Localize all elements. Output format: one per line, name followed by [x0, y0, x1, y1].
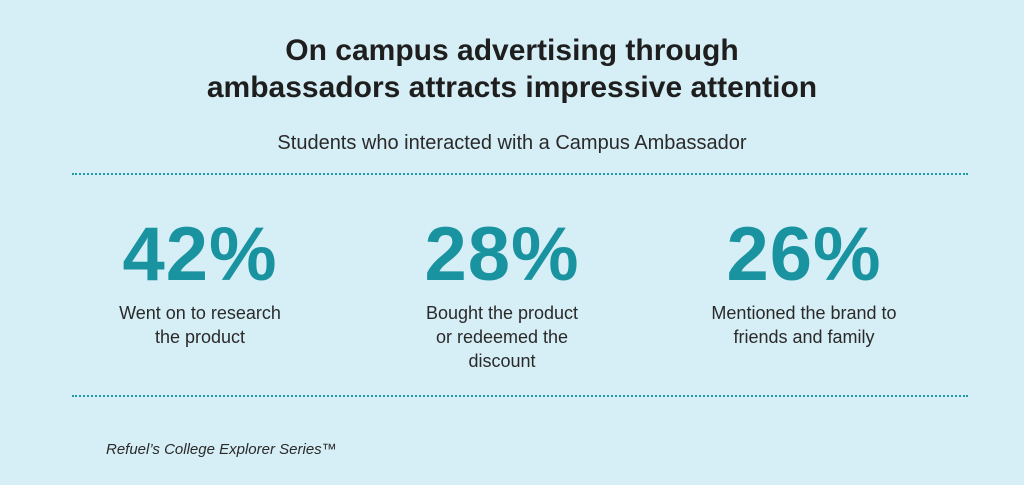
title-line-1: On campus advertising through	[285, 34, 739, 67]
stat-label-bought: Bought the product or redeemed the disco…	[372, 301, 632, 373]
stat-label-mentioned-line-1: Mentioned the brand to	[711, 303, 897, 323]
stat-label-bought-line-3: discount	[468, 351, 536, 371]
page-title: On campus advertising through ambassador…	[0, 32, 1024, 106]
stat-label-bought-line-2: or redeemed the	[435, 327, 569, 347]
stat-mentioned: 26% Mentioned the brand to friends and f…	[674, 215, 934, 349]
stat-bought: 28% Bought the product or redeemed the d…	[372, 215, 632, 373]
stat-value-mentioned: 26%	[726, 212, 882, 297]
stat-value-bought: 28%	[424, 212, 580, 297]
bottom-dotted-divider	[72, 395, 968, 397]
stats-row: 42% Went on to research the product 28% …	[0, 215, 1024, 385]
stat-label-bought-line-1: Bought the product	[425, 303, 579, 323]
stat-label-research: Went on to research the product	[70, 301, 330, 349]
subtitle: Students who interacted with a Campus Am…	[277, 132, 747, 154]
title-line-2: ambassadors attracts impressive attentio…	[206, 71, 818, 104]
top-dotted-divider	[72, 173, 968, 175]
stat-label-research-line-1: Went on to research	[119, 303, 281, 323]
stat-label-research-line-2: the product	[154, 327, 246, 347]
stat-label-mentioned: Mentioned the brand to friends and famil…	[674, 301, 934, 349]
stat-research: 42% Went on to research the product	[70, 215, 330, 349]
stat-label-mentioned-line-2: friends and family	[733, 327, 875, 347]
source-credit: Refuel’s College Explorer Series™	[106, 441, 337, 458]
stat-value-research: 42%	[122, 212, 278, 297]
